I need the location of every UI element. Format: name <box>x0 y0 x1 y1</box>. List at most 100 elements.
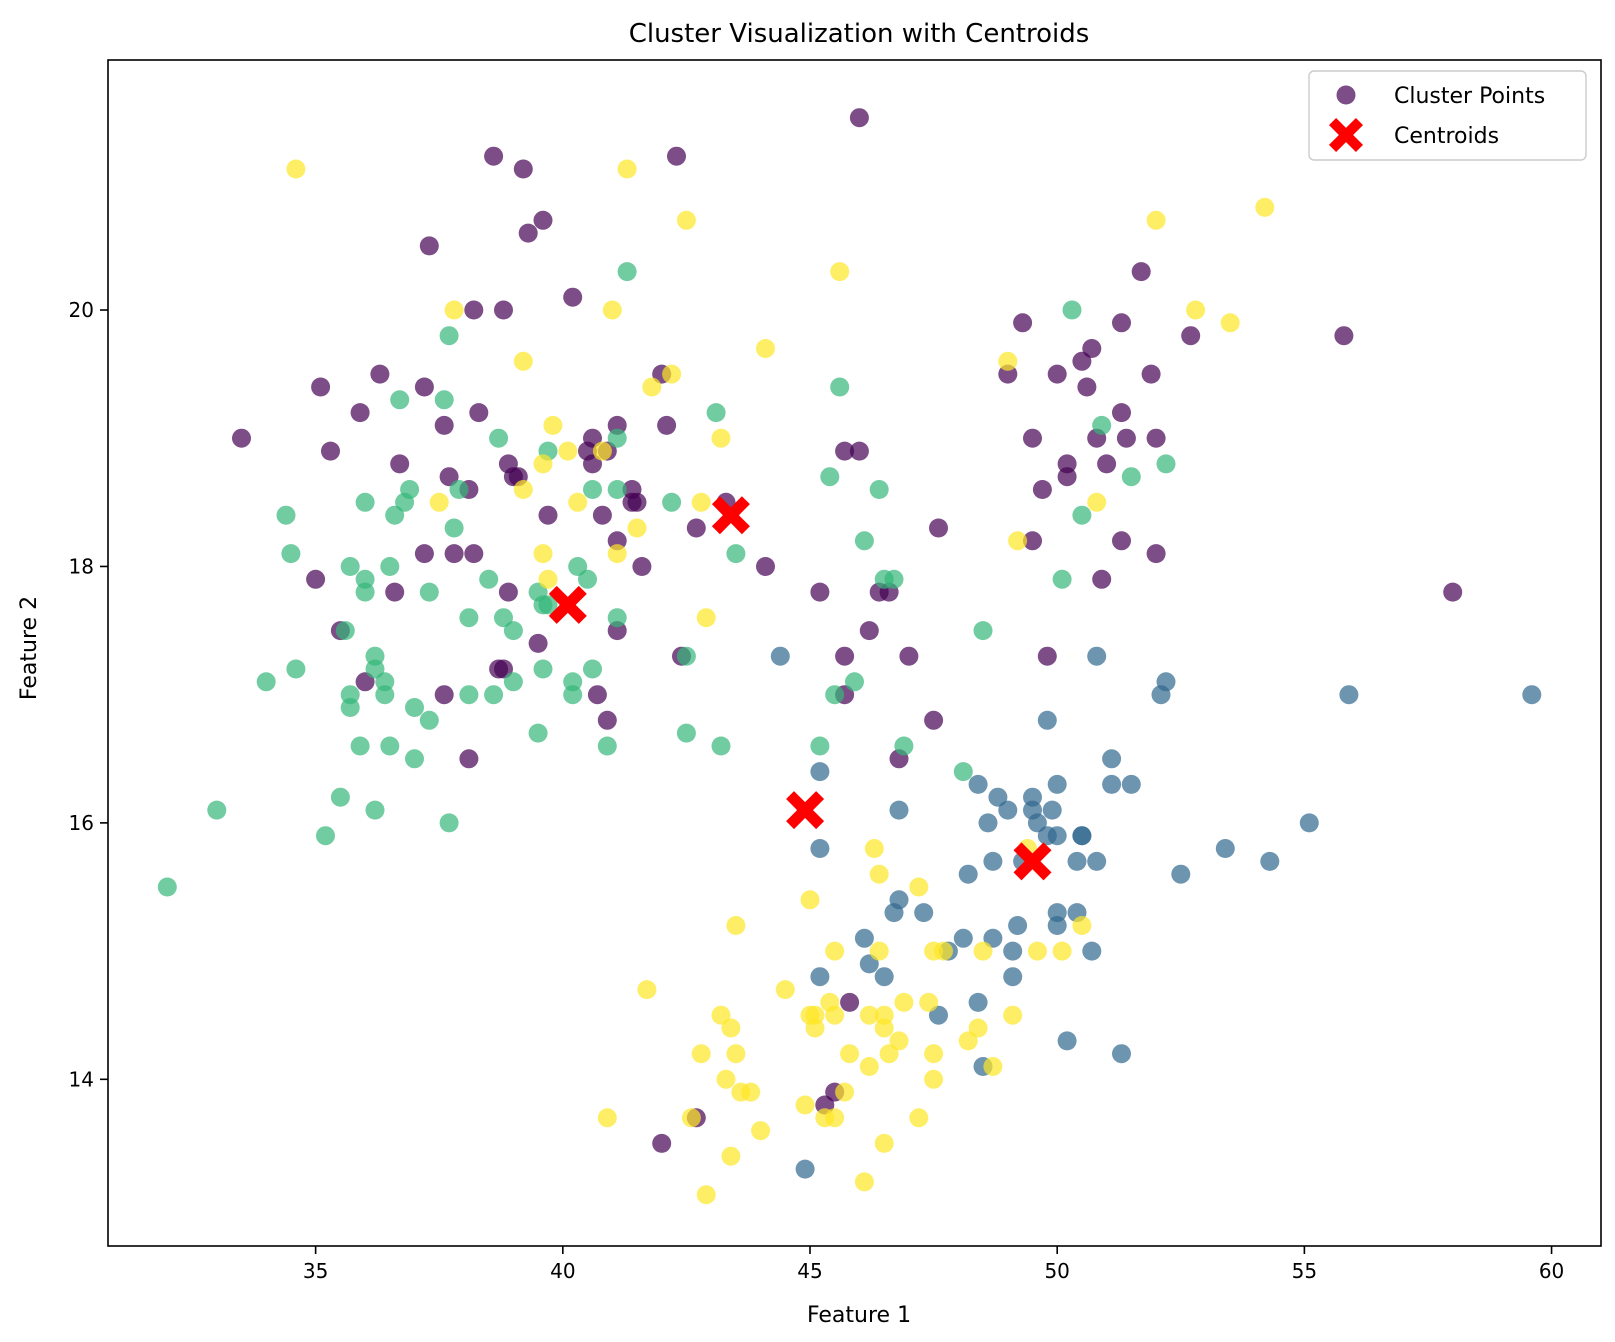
cluster-3-point <box>1052 941 1072 961</box>
cluster-2-point <box>380 736 400 756</box>
cluster-3-point <box>983 1057 1003 1076</box>
cluster-3-point <box>924 1044 944 1064</box>
x-tick-label: 50 <box>1044 1259 1069 1283</box>
cluster-0-point <box>1013 313 1033 333</box>
cluster-3-point <box>711 428 731 448</box>
cluster-2-point <box>607 480 627 499</box>
cluster-1-point <box>1299 813 1319 833</box>
cluster-0-point <box>464 544 484 564</box>
cluster-2-point <box>845 672 864 692</box>
cluster-3-point <box>795 1095 815 1115</box>
cluster-1-point <box>1047 916 1067 935</box>
cluster-0-point <box>1181 326 1201 346</box>
cluster-0-point <box>583 428 602 448</box>
cluster-3-point <box>513 480 533 499</box>
cluster-3-point <box>1072 916 1092 935</box>
cluster-0-point <box>1146 428 1166 448</box>
cluster-0-point <box>924 710 944 730</box>
cluster-1-point <box>1027 813 1047 833</box>
cluster-0-point <box>810 582 830 602</box>
cluster-3-point <box>825 941 845 961</box>
cluster-2-point <box>563 685 583 705</box>
cluster-2-point <box>405 749 424 769</box>
cluster-1-point <box>795 1159 815 1179</box>
cluster-3-point <box>627 518 647 538</box>
cluster-2-point <box>884 569 904 589</box>
cluster-3-point <box>973 941 993 961</box>
cluster-0-point <box>385 582 405 602</box>
cluster-2-point <box>676 646 696 666</box>
cluster-3-point <box>592 441 612 461</box>
cluster-2-point <box>157 877 177 897</box>
cluster-0-point <box>1097 454 1117 474</box>
cluster-3-point <box>835 1082 855 1102</box>
legend-centroid-x <box>1329 118 1363 152</box>
cluster-2-point <box>894 736 914 756</box>
cluster-0-point <box>528 633 548 653</box>
cluster-2-point <box>973 621 993 641</box>
cluster-1-point <box>1057 1031 1077 1051</box>
cluster-3-point <box>859 1057 879 1076</box>
cluster-2-point <box>662 492 682 512</box>
cluster-0-point <box>518 223 538 243</box>
cluster-1-point <box>1003 967 1023 987</box>
cluster-3-point <box>756 339 775 358</box>
cluster-0-point <box>840 992 860 1012</box>
cluster-3-point <box>642 377 662 397</box>
cluster-1-point <box>958 864 978 884</box>
cluster-2-point <box>538 595 558 615</box>
cluster-2-point <box>276 505 296 525</box>
cluster-2-point <box>400 480 420 499</box>
cluster-1-point <box>854 928 874 948</box>
cluster-3-point <box>830 262 850 282</box>
cluster-1-point <box>1260 851 1280 871</box>
cluster-2-point <box>820 467 840 487</box>
cluster-3-point <box>716 1069 736 1089</box>
cluster-2-point <box>419 710 439 730</box>
cluster-3-point <box>617 159 637 179</box>
cluster-3-point <box>721 1146 741 1166</box>
cluster-2-point <box>489 428 509 448</box>
cluster-3-point <box>751 1121 771 1141</box>
cluster-2-point <box>494 608 513 628</box>
cluster-3-point <box>696 1185 716 1205</box>
cluster-1-point <box>998 800 1018 820</box>
cluster-3-point <box>854 1172 874 1192</box>
cluster-3-point <box>894 992 914 1012</box>
cluster-2-point <box>1072 505 1092 525</box>
cluster-2-point <box>810 736 830 756</box>
cluster-0-point <box>1112 313 1131 333</box>
cluster-3-point <box>800 890 820 910</box>
cluster-2-point <box>1121 467 1141 487</box>
x-tick-label: 55 <box>1292 1259 1317 1283</box>
cluster-3-point <box>597 1108 617 1128</box>
legend-label-centroids: Centroids <box>1394 124 1499 149</box>
cluster-2-point <box>340 698 360 717</box>
cluster-1-point <box>810 967 830 987</box>
cluster-2-point <box>1092 415 1112 435</box>
cluster-2-point <box>439 813 459 833</box>
cluster-3-point <box>1146 210 1166 230</box>
points-layer <box>157 108 1542 1205</box>
cluster-3-point <box>637 980 657 1000</box>
cluster-2-point <box>1062 300 1082 320</box>
cluster-2-point <box>281 544 301 564</box>
cluster-2-point <box>439 326 459 346</box>
cluster-2-point <box>449 480 469 499</box>
cluster-0-point <box>592 505 612 525</box>
cluster-0-point <box>583 454 602 474</box>
cluster-1-point <box>1121 774 1141 794</box>
cluster-1-point <box>983 851 1003 871</box>
cluster-3-point <box>721 1018 741 1038</box>
cluster-3-point <box>864 839 884 858</box>
cluster-0-point <box>627 492 647 512</box>
legend-label-cluster-points: Cluster Points <box>1394 84 1545 109</box>
x-axis: 35 40 45 50 55 60 <box>303 1246 1564 1283</box>
cluster-1-point <box>953 928 973 948</box>
cluster-2-point <box>355 492 375 512</box>
cluster-1-point <box>929 1005 948 1025</box>
cluster-0-point <box>1112 403 1131 423</box>
cluster-0-point <box>849 108 869 128</box>
cluster-3-point <box>1186 300 1206 320</box>
cluster-0-point <box>355 672 375 692</box>
